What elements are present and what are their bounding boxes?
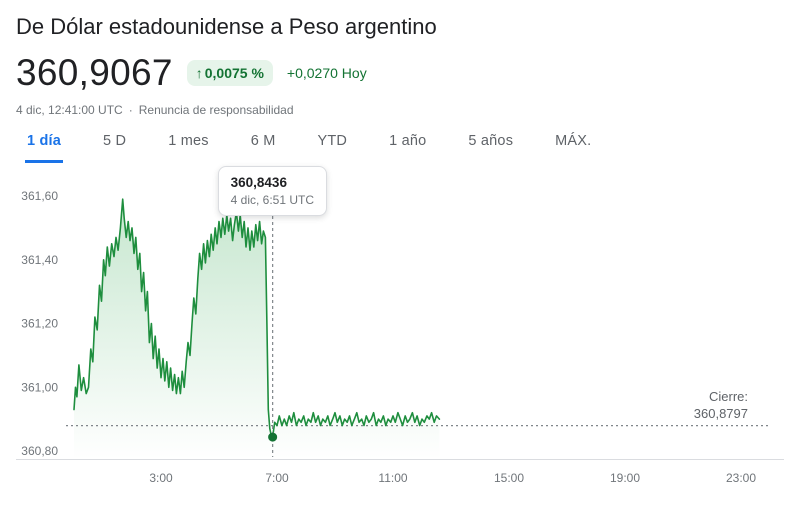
tooltip-value: 360,8436 [230,175,287,190]
disclaimer-link[interactable]: Renuncia de responsabilidad [138,103,294,117]
price-chart[interactable]: 360,80 361,00 361,20 361,40 361,60 3:00 7:00 11… [0,164,800,494]
x-axis-label: 3:00 [149,471,173,485]
close-price-label: Cierre: 360,8797 [694,388,748,422]
page-header: De Dólar estadounidense a Peso argentino [0,0,800,40]
y-axis-label: 360,80 [21,444,58,458]
y-axis-label: 361,00 [21,380,58,394]
y-axis-label: 361,40 [21,253,58,267]
x-axis-label: 15:00 [494,471,524,485]
y-axis-label: 361,20 [21,317,58,331]
current-price: 360,9067 [16,52,173,93]
chart-canvas: 360,80 361,00 361,20 361,40 361,60 3:00 7:00 11… [16,189,784,485]
tab-max[interactable]: MÁX. [553,133,593,163]
x-axis-label: 23:00 [726,471,756,485]
timestamp: 4 dic, 12:41:00 UTC [16,103,123,117]
tab-1-mes[interactable]: 1 mes [166,133,211,163]
chart-tooltip: 360,8436 4 dic, 6:51 UTC [217,166,328,216]
change-percent-badge: ↑ 0,0075 % [186,60,273,86]
tab-ytd[interactable]: YTD [316,133,350,163]
x-axis-label: 19:00 [610,471,640,485]
quote-section: 360,9067 ↑ 0,0075 % +0,0270 Hoy [0,40,800,94]
tooltip-time: 4 dic, 6:51 UTC [230,193,315,207]
change-absolute: +0,0270 Hoy [286,65,367,81]
tab-1-dia[interactable]: 1 día [25,133,64,163]
close-label-title: Cierre: [708,389,748,404]
tab-6-m[interactable]: 6 M [249,133,278,163]
quote-meta: 4 dic, 12:41:00 UTC · Renuncia de respon… [0,94,800,117]
arrow-up-icon: ↑ [195,65,203,81]
meta-separator: · [128,103,133,117]
page-title: De Dólar estadounidense a Peso argentino [16,14,437,39]
tab-1-ano[interactable]: 1 año [387,133,428,163]
price-line [73,198,441,438]
x-axis-label: 11:00 [378,471,407,485]
tab-5-d[interactable]: 5 D [101,133,128,163]
change-percent-value: 0,0075 % [204,65,264,81]
close-label-value: 360,8797 [693,406,748,421]
tab-5-anos[interactable]: 5 años [466,133,515,163]
x-axis-label: 7:00 [265,471,289,485]
chart-area-fill [74,199,440,460]
selected-point-marker [268,432,278,442]
y-axis-label: 361,60 [21,189,58,203]
range-tabs: 1 día 5 D 1 mes 6 M YTD 1 año 5 años MÁX… [0,117,800,163]
